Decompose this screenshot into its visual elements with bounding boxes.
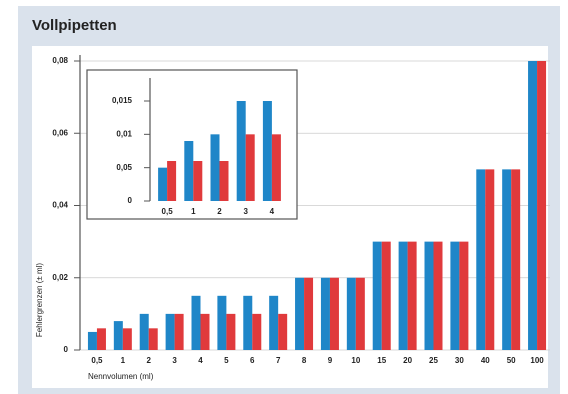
bar	[528, 61, 538, 350]
bar	[165, 313, 175, 350]
bar	[236, 101, 246, 201]
bar	[210, 134, 220, 201]
bar	[271, 134, 281, 201]
x-tick-label: 15	[377, 356, 386, 365]
x-tick-label: 3	[172, 356, 177, 365]
bar	[381, 241, 391, 350]
bar	[407, 241, 417, 350]
bar	[537, 61, 547, 350]
x-tick-label: 3	[243, 207, 248, 216]
bar	[96, 328, 106, 350]
x-tick-label: 8	[302, 356, 307, 365]
bar	[262, 101, 272, 201]
y-tick-label: 0,015	[112, 96, 133, 105]
bar	[304, 277, 314, 350]
x-tick-label: 30	[455, 356, 464, 365]
x-tick-label: 4	[198, 356, 203, 365]
bar	[355, 277, 365, 350]
bar	[148, 328, 158, 350]
x-tick-label: 1	[121, 356, 126, 365]
x-tick-label: 6	[250, 356, 255, 365]
bar	[346, 277, 356, 350]
bar	[372, 241, 382, 350]
bar	[269, 295, 279, 350]
y-tick-label: 0,02	[52, 273, 68, 282]
x-tick-label: 50	[507, 356, 516, 365]
bar	[485, 169, 495, 350]
x-tick-label: 4	[270, 207, 275, 216]
x-tick-label: 10	[351, 356, 360, 365]
bar	[174, 313, 184, 350]
y-tick-label: 0,05	[116, 163, 132, 172]
bar	[226, 313, 236, 350]
bar	[243, 295, 253, 350]
x-tick-label: 100	[530, 356, 544, 365]
bar	[113, 321, 123, 350]
bar	[295, 277, 305, 350]
bar	[502, 169, 512, 350]
chart-title: Vollpipetten	[32, 17, 117, 34]
x-tick-label: 25	[429, 356, 438, 365]
bar	[476, 169, 486, 350]
x-tick-label: 20	[403, 356, 412, 365]
bar	[139, 313, 149, 350]
bar	[511, 169, 521, 350]
bar	[184, 141, 194, 201]
bar	[167, 161, 177, 201]
x-tick-label: 5	[224, 356, 229, 365]
bar	[424, 241, 434, 350]
bar	[459, 241, 469, 350]
bar	[122, 328, 132, 350]
bar	[245, 134, 255, 201]
bar	[219, 161, 229, 201]
bar	[191, 295, 201, 350]
x-tick-label: 40	[481, 356, 490, 365]
bar	[433, 241, 443, 350]
x-tick-label: 7	[276, 356, 281, 365]
y-tick-label: 0	[128, 196, 133, 205]
bar	[450, 241, 460, 350]
y-tick-label: 0,08	[52, 56, 68, 65]
bar	[200, 313, 210, 350]
x-axis-label: Nennvolumen (ml)	[88, 372, 154, 381]
bar	[87, 331, 97, 350]
bar	[158, 167, 168, 201]
x-tick-label: 2	[146, 356, 151, 365]
bar	[320, 277, 330, 350]
x-tick-label: 1	[191, 207, 196, 216]
bar	[252, 313, 262, 350]
y-tick-label: 0,06	[52, 128, 68, 137]
y-tick-label: 0,01	[116, 129, 132, 138]
y-axis-label: Fehlergrenzen (± ml)	[35, 263, 44, 338]
bar	[193, 161, 203, 201]
bar	[278, 313, 288, 350]
x-tick-label: 0,5	[91, 356, 103, 365]
bar	[398, 241, 408, 350]
y-tick-label: 0	[64, 345, 69, 354]
x-tick-label: 9	[328, 356, 333, 365]
x-tick-label: 2	[217, 207, 222, 216]
bar	[329, 277, 339, 350]
x-tick-label: 0,5	[162, 207, 174, 216]
bar	[217, 295, 227, 350]
y-tick-label: 0,04	[52, 201, 68, 210]
